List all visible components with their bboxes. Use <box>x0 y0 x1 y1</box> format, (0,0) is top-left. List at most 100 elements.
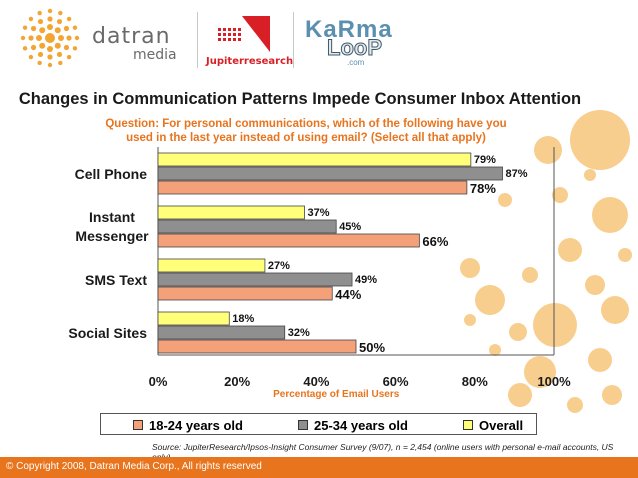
logo-dot <box>47 46 53 52</box>
data-label-overall: 18% <box>232 313 254 325</box>
logo-dot <box>63 25 70 32</box>
copyright-text: © Copyright 2008, Datran Media Corp., Al… <box>6 461 262 472</box>
footer-bar <box>0 457 638 478</box>
bar-18-24 <box>157 339 357 354</box>
decor-circle <box>588 348 612 372</box>
logo-dot <box>37 18 44 25</box>
bar-overall <box>157 205 305 220</box>
logo-dot <box>37 10 42 16</box>
decor-circle <box>460 258 480 278</box>
legend-item-overall: Overall <box>463 417 523 433</box>
jupiter-logo-text: Jupiterresearch <box>206 56 294 67</box>
logo-dot <box>72 46 78 51</box>
logo-dot <box>66 16 72 22</box>
legend-swatch-25-34 <box>298 420 308 430</box>
decor-circle <box>509 323 527 341</box>
decor-circle <box>601 296 629 324</box>
logo-dot <box>28 35 34 41</box>
legend-item-18-24: 18-24 years old <box>133 417 243 433</box>
decor-circle <box>475 285 505 315</box>
data-label-25-34: 45% <box>339 221 361 233</box>
data-label-18-24: 50% <box>359 340 385 355</box>
logo-dot <box>66 35 72 41</box>
logo-dot <box>54 27 61 34</box>
logo-dot <box>72 25 78 30</box>
decor-circle <box>618 248 632 262</box>
logo-dot <box>39 27 46 34</box>
logo-dot <box>37 51 44 58</box>
bar-18-24 <box>157 233 420 248</box>
category-label: Cell Phone <box>75 166 148 182</box>
logo-dot <box>39 42 46 49</box>
decor-circle <box>570 110 630 170</box>
logo-dot <box>30 44 37 51</box>
logo-dot <box>58 60 63 66</box>
decor-circle <box>533 303 577 347</box>
decor-circle <box>552 187 568 203</box>
x-tick-label: 0% <box>149 374 168 389</box>
bar-18-24 <box>157 180 468 195</box>
karmaloop-logo-suffix: .com <box>347 58 365 67</box>
karmaloop-logo-text-bottom: LooP <box>327 35 383 60</box>
legend-label-25-34: 25-34 years old <box>314 417 408 433</box>
logo-dot <box>36 35 42 41</box>
chart-legend: 18-24 years old 25-34 years old Overall <box>100 413 537 435</box>
bar-overall <box>157 152 472 167</box>
category-label-line: Instant <box>89 209 135 225</box>
logo-dot <box>63 44 70 51</box>
x-tick-label: 40% <box>303 374 329 389</box>
data-label-25-34: 87% <box>506 168 528 180</box>
data-label-18-24: 66% <box>422 234 448 249</box>
data-label-18-24: 78% <box>470 181 496 196</box>
data-label-25-34: 32% <box>288 327 310 339</box>
logo-dot <box>28 16 34 22</box>
logo-dot <box>22 25 28 30</box>
decor-circle <box>464 314 476 326</box>
logo-dot <box>47 8 53 14</box>
decor-circle <box>524 356 556 388</box>
logo-divider <box>197 12 198 68</box>
data-label-overall: 27% <box>268 260 290 272</box>
decor-circle <box>522 267 538 283</box>
category-label: SMS Text <box>85 272 147 288</box>
logo-dot <box>54 42 61 49</box>
bar-overall <box>157 258 266 273</box>
logo-dot <box>47 16 53 22</box>
logo-dot <box>56 18 63 25</box>
bar-overall <box>157 311 230 326</box>
legend-swatch-18-24 <box>133 420 143 430</box>
logo-dot <box>20 35 26 41</box>
x-tick-label: 60% <box>383 374 409 389</box>
decor-circle <box>508 383 532 407</box>
decor-circle <box>567 397 583 413</box>
legend-label-18-24: 18-24 years old <box>149 417 243 433</box>
decor-circle <box>558 238 582 262</box>
logo-dot <box>58 10 63 16</box>
x-tick-label: 80% <box>462 374 488 389</box>
data-label-18-24: 44% <box>335 287 361 302</box>
logo-dot <box>74 35 80 41</box>
chart-subtitle: Question: For personal communications, w… <box>105 118 507 144</box>
logo-dot <box>30 25 37 32</box>
decor-circle <box>585 275 605 295</box>
bar-18-24 <box>157 286 333 301</box>
x-tick-label: 20% <box>224 374 250 389</box>
legend-swatch-overall <box>463 420 473 430</box>
decor-circle <box>602 385 622 405</box>
datran-sun-logo-icon <box>20 8 80 68</box>
bar-25-34 <box>157 272 353 287</box>
jupiter-logo-icon <box>218 16 270 52</box>
datran-logo-text: datran <box>92 24 171 49</box>
x-axis-label: Percentage of Email Users <box>273 389 400 400</box>
data-label-25-34: 49% <box>355 274 377 286</box>
bar-25-34 <box>157 219 337 234</box>
data-label-overall: 37% <box>308 207 330 219</box>
chart-title: Changes in Communication Patterns Impede… <box>18 90 582 108</box>
karmaloop-logo-text-top: KaRma <box>305 16 393 43</box>
decor-circle <box>489 344 501 356</box>
logo-dot <box>37 60 42 66</box>
category-label-line: Messenger <box>75 228 149 244</box>
data-label-overall: 79% <box>474 154 496 166</box>
